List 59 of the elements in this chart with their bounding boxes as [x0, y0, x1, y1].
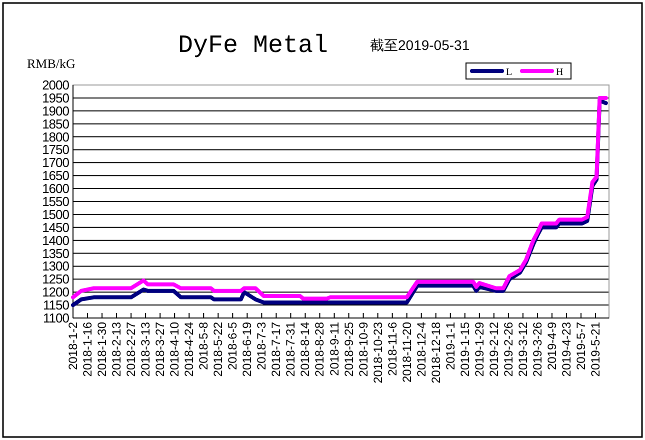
- y-tick-label: 1950: [42, 90, 70, 106]
- x-tick-label: 2019-1-15: [458, 322, 472, 377]
- y-axis-title: RMB/kG: [27, 56, 76, 71]
- y-tick-label: 1550: [42, 194, 70, 209]
- y-tick-label: 1450: [42, 220, 70, 235]
- y-tick-label: 1400: [42, 232, 70, 248]
- x-tick-label: 2018-7-31: [284, 322, 298, 377]
- x-tick-label: 2018-11-20: [400, 322, 414, 382]
- x-tick-label: 2018-8-28: [312, 322, 327, 377]
- x-tick-label: 2018-5-22: [211, 322, 226, 377]
- x-tick-label: 2019-1-1: [443, 322, 458, 370]
- x-tick-label: 2018-7-3: [254, 322, 269, 370]
- x-tick-label: 2018-10-23: [370, 322, 385, 384]
- x-tick-label: 2018-9-11: [327, 322, 342, 376]
- y-tick-label: 1600: [42, 181, 70, 196]
- x-tick-label: 2018-6-19: [240, 322, 254, 377]
- x-tick-label: 2019-2-26: [501, 322, 516, 377]
- y-tick-label: 1350: [42, 246, 70, 261]
- x-tick-label: 2018-2-13: [110, 322, 124, 377]
- chart-subtitle: 截至2019-05-31: [370, 37, 470, 53]
- y-tick-label: 1900: [42, 103, 70, 118]
- x-tick-label: 2018-11-6: [385, 322, 400, 376]
- x-tick-label: 2018-3-13: [138, 322, 153, 377]
- y-tick-label: 1650: [42, 168, 70, 184]
- y-tick-label: 1800: [42, 129, 70, 144]
- x-tick-label: 2019-3-26: [530, 322, 544, 377]
- y-tick-label: 1250: [42, 272, 70, 287]
- legend-label: L: [506, 67, 512, 78]
- x-tick-label: 2018-2-27: [124, 322, 138, 377]
- x-tick-label: 2019-2-12: [486, 322, 501, 377]
- x-tick-label: 2018-12-18: [428, 322, 443, 384]
- legend-label: H: [556, 67, 564, 78]
- x-tick-label: 2019-4-9: [544, 322, 559, 370]
- x-tick-label: 2018-7-17: [269, 322, 284, 377]
- x-tick-label: 2019-4-23: [559, 322, 574, 377]
- x-tick-label: 2019-5-7: [574, 322, 588, 370]
- y-tick-label: 1700: [42, 155, 70, 170]
- x-tick-label: 2018-12-4: [414, 322, 428, 377]
- x-tick-label: 2018-10-9: [356, 322, 370, 377]
- x-tick-label: 2018-1-30: [95, 322, 110, 377]
- x-tick-label: 2018-9-25: [342, 322, 356, 377]
- x-tick-label: 2019-5-21: [588, 322, 603, 377]
- x-tick-label: 2018-1-16: [80, 322, 95, 377]
- y-tick-label: 2000: [42, 78, 70, 92]
- x-tick-label: 2018-4-10: [168, 322, 182, 377]
- x-tick-label: 2018-8-14: [298, 322, 312, 377]
- y-tick-label: 1500: [42, 206, 70, 222]
- x-tick-label: 2018-6-5: [226, 322, 240, 370]
- x-tick-label: 2018-5-8: [196, 322, 211, 370]
- y-tick-label: 1150: [43, 298, 70, 313]
- y-tick-label: 1200: [42, 284, 70, 300]
- x-tick-label: 2018-3-27: [153, 322, 168, 377]
- y-tick-label: 1300: [42, 258, 70, 274]
- y-tick-label: 1850: [42, 116, 70, 132]
- chart-title: DyFe Metal: [178, 31, 328, 60]
- x-tick-label: 2018-4-24: [182, 322, 196, 377]
- x-tick-label: 2019-1-29: [472, 322, 486, 377]
- y-tick-label: 1750: [42, 142, 70, 158]
- x-tick-label: 2019-3-12: [516, 322, 530, 377]
